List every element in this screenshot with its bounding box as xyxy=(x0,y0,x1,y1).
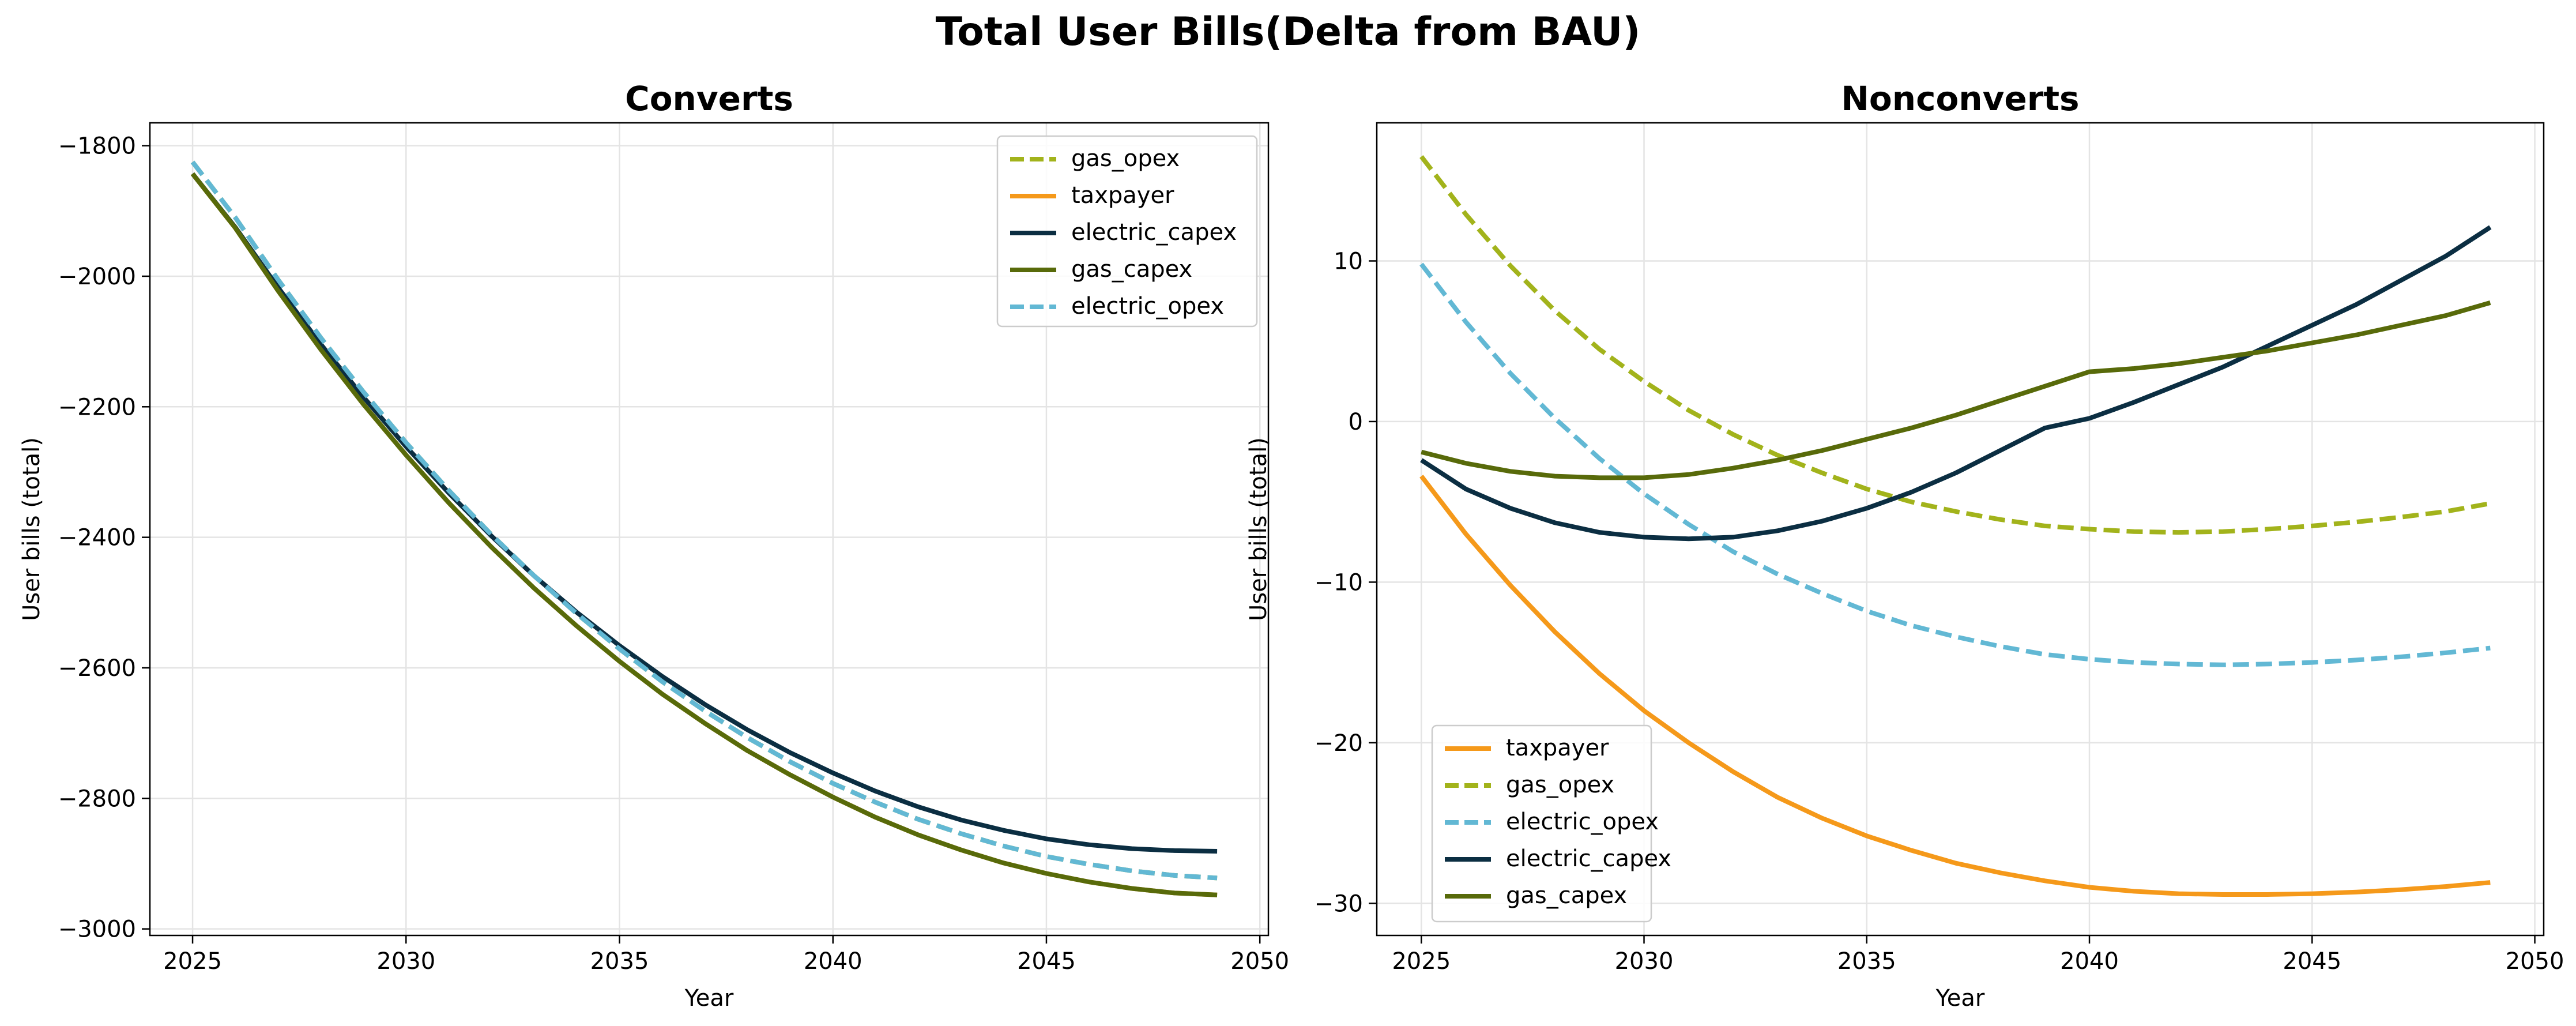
legend-frame xyxy=(996,135,1258,328)
x-tick-label: 2030 xyxy=(376,948,435,975)
x-axis-label: Year xyxy=(684,985,734,1012)
series-line-gas-capex xyxy=(190,172,1218,897)
y-tick-label: −20 xyxy=(1315,730,1363,757)
legend-label-electric-capex: electric_capex xyxy=(1506,845,1671,872)
legend: gas_opex taxpayer electric_capex gas_capexe… xyxy=(996,135,1258,328)
plot-area-frame xyxy=(149,122,1270,937)
legend-label-electric-opex: electric_opex xyxy=(1071,293,1224,320)
series-line-gas-opex xyxy=(1419,155,2491,535)
x-tick-label: 2045 xyxy=(1017,948,1076,975)
legend-label-taxpayer: taxpayer xyxy=(1506,735,1609,761)
series-line-electric-opex xyxy=(190,160,1218,881)
legend-label-gas-opex: gas_opex xyxy=(1071,145,1180,172)
plot-area-frame xyxy=(1376,122,2545,937)
x-tick-label: 2035 xyxy=(590,948,649,975)
legend-label-electric-capex: electric_capex xyxy=(1071,219,1237,246)
series-line-taxpayer xyxy=(1419,475,2491,897)
x-tick-label: 2040 xyxy=(2060,948,2119,975)
y-tick-label: −2400 xyxy=(58,525,136,551)
y-tick-label: −2600 xyxy=(58,655,136,682)
y-tick-label: −3000 xyxy=(58,916,136,943)
legend-label-gas-capex: gas_capex xyxy=(1506,882,1627,909)
x-tick-label: 2050 xyxy=(1230,948,1289,975)
y-axis-label: User bills (total) xyxy=(18,437,45,621)
y-tick-label: −2000 xyxy=(58,264,136,290)
y-tick-label: −1800 xyxy=(58,133,136,160)
x-axis-label: Year xyxy=(1935,985,1985,1012)
x-tick-label: 2030 xyxy=(1615,948,1674,975)
y-axis-label: User bills (total) xyxy=(1245,437,1272,621)
series-line-electric-capex xyxy=(1420,225,2492,542)
chart-title: Converts xyxy=(625,79,793,118)
figure-title: Total User Bills(Delta from BAU) xyxy=(936,9,1641,55)
y-tick-label: −2800 xyxy=(58,786,136,812)
legend-label-gas-opex: gas_opex xyxy=(1506,772,1614,798)
legend-frame xyxy=(1431,724,1652,923)
y-tick-label: −2200 xyxy=(58,394,136,420)
y-tick-label: 0 xyxy=(1349,409,1363,435)
legend-label-gas-capex: gas_capex xyxy=(1071,256,1192,283)
x-tick-label: 2025 xyxy=(1392,948,1451,975)
x-tick-label: 2040 xyxy=(804,948,863,975)
series-line-gas-capex xyxy=(1421,300,2491,480)
x-tick-label: 2025 xyxy=(163,948,222,975)
chart-title: Nonconverts xyxy=(1841,79,2079,118)
y-tick-label: −10 xyxy=(1315,569,1363,596)
converts-chart: 2025 2030 2035 2040 2045 2050 −3000 −2800 −2600 −… xyxy=(18,79,1289,1012)
y-tick-label: −30 xyxy=(1315,890,1363,917)
x-tick-label: 2035 xyxy=(1837,948,1896,975)
x-tick-label: 2050 xyxy=(2506,948,2564,975)
series-line-electric-capex xyxy=(190,172,1218,854)
legend-label-electric-opex: electric_opex xyxy=(1506,809,1659,835)
nonconverts-chart: 2025 2030 2035 2040 2045 2050 −30 −20 −10 0 10 Nonc… xyxy=(1245,79,2564,1012)
legend: taxpayer gas_opex electric_opex electric_ca… xyxy=(1431,724,1671,923)
x-tick-label: 2045 xyxy=(2283,948,2341,975)
series-line-electric-opex xyxy=(1419,262,2491,667)
legend-label-taxpayer: taxpayer xyxy=(1071,182,1174,209)
y-tick-label: 10 xyxy=(1334,248,1363,275)
